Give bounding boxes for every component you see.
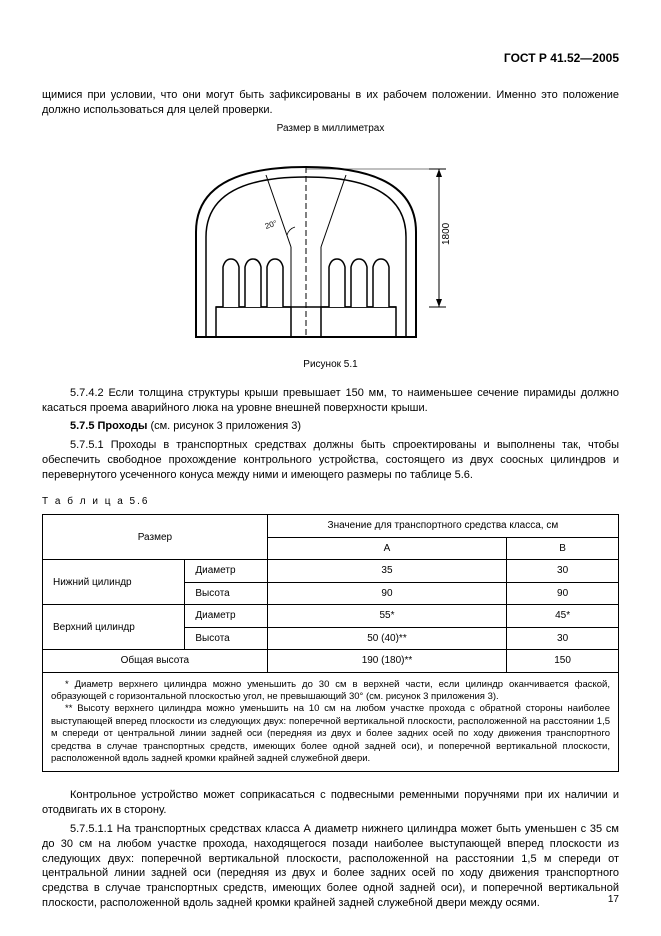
table-row: Нижний цилиндр Диаметр 35 30 <box>43 560 619 583</box>
table-footnotes: * Диаметр верхнего цилиндра можно уменьш… <box>42 673 619 772</box>
cell: Высота <box>185 582 267 605</box>
col-b: В <box>507 537 619 560</box>
col-size: Размер <box>43 515 268 560</box>
cell: Диаметр <box>185 605 267 628</box>
cell: 55* <box>267 605 506 628</box>
table-row: Общая высота 190 (180)** 150 <box>43 650 619 673</box>
footnote-2: ** Высоту верхнего цилиндра можно уменьш… <box>51 703 610 765</box>
footnote-1: * Диаметр верхнего цилиндра можно уменьш… <box>51 679 610 704</box>
heading-5-7-5-tail: (см. рисунок 3 приложения 3) <box>147 420 301 432</box>
cell: 30 <box>507 560 619 583</box>
cell: 190 (180)** <box>267 650 506 673</box>
figure-dimension-label: Размер в миллиметрах <box>42 122 619 136</box>
cell: 45* <box>507 605 619 628</box>
para-5-7-4-2: 5.7.4.2 Если толщина структуры крыши пре… <box>42 386 619 416</box>
page-number: 17 <box>608 893 619 907</box>
cell: 90 <box>507 582 619 605</box>
cell: Диаметр <box>185 560 267 583</box>
heading-5-7-5-bold: 5.7.5 Проходы <box>70 420 147 432</box>
table-5-6: Размер Значение для транспортного средст… <box>42 514 619 673</box>
cell: Нижний цилиндр <box>43 560 185 605</box>
figure-5-1: 20° 1800 <box>42 147 619 352</box>
table-label: Т а б л и ц а 5.6 <box>42 495 619 509</box>
cell: Высота <box>185 627 267 650</box>
cell: 30 <box>507 627 619 650</box>
cell: 150 <box>507 650 619 673</box>
document-id: ГОСТ Р 41.52—2005 <box>42 50 619 66</box>
cell: Верхний цилиндр <box>43 605 185 650</box>
para-5-7-5-1-1: 5.7.5.1.1 На транспортных средствах клас… <box>42 822 619 911</box>
table-row: Верхний цилиндр Диаметр 55* 45* <box>43 605 619 628</box>
cell: 90 <box>267 582 506 605</box>
table-row: Размер Значение для транспортного средст… <box>43 515 619 538</box>
figure-caption: Рисунок 5.1 <box>42 358 619 372</box>
heading-5-7-5: 5.7.5 Проходы (см. рисунок 3 приложения … <box>42 419 619 434</box>
cell: 35 <box>267 560 506 583</box>
cell: 50 (40)** <box>267 627 506 650</box>
intro-paragraph: щимися при условии, что они могут быть з… <box>42 88 619 118</box>
col-a: А <box>267 537 506 560</box>
col-group: Значение для транспортного средства клас… <box>267 515 618 538</box>
height-dimension: 1800 <box>441 223 452 246</box>
total-label: Общая высота <box>43 650 268 673</box>
para-5-7-5-1: 5.7.5.1 Проходы в транспортных средствах… <box>42 438 619 483</box>
para-after-table: Контрольное устройство может соприкасать… <box>42 788 619 818</box>
